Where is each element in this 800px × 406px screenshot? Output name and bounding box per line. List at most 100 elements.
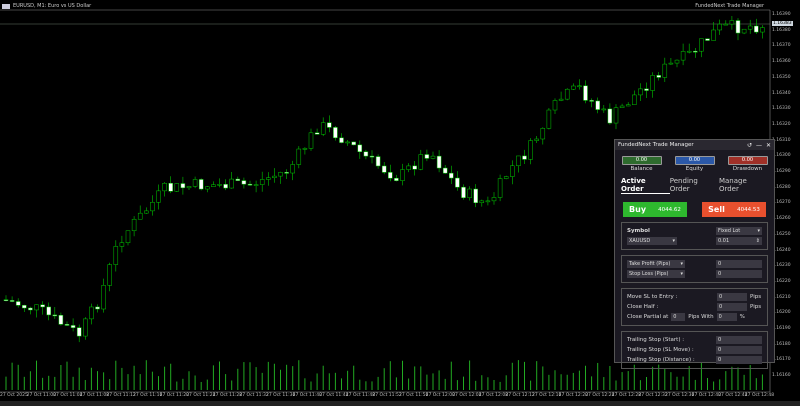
time-axis-label: 27 Oct 12:24	[585, 393, 615, 398]
candle-body	[546, 109, 552, 129]
candle-body	[52, 314, 58, 317]
candle-body	[247, 183, 253, 186]
candle-body	[485, 200, 491, 203]
price-axis-label: 1.16360	[772, 59, 791, 65]
take-profit-input[interactable]: 0	[716, 260, 762, 268]
time-axis-label: 27 Oct 11:00	[26, 393, 56, 398]
candle-body	[729, 20, 735, 25]
candle-body	[436, 155, 442, 169]
time-axis-label: 27 Oct 12:16	[532, 393, 562, 398]
sell-button[interactable]: Sell 4044.53	[702, 202, 766, 217]
trailing-start-input[interactable]: 0	[716, 336, 762, 344]
time-axis-label: 27 Oct 12:32	[638, 393, 668, 398]
candle-body	[619, 105, 625, 108]
time-axis-label: 27 Oct 12:28	[611, 393, 642, 398]
time-axis-label: 27 Oct 12:36	[665, 393, 695, 398]
pips-with-label: Pips With	[688, 314, 714, 320]
close-half-input[interactable]: 0	[717, 303, 747, 311]
tab-active-order[interactable]: Active Order	[621, 177, 670, 194]
candle-body	[131, 218, 137, 232]
equity-label: Equity	[685, 166, 704, 172]
stop-loss-mode-select[interactable]: Stop Loss (Pips) ▾	[627, 270, 685, 278]
candle-body	[95, 306, 100, 310]
candle-body	[601, 108, 607, 111]
candle-body	[741, 28, 747, 34]
price-axis-label: 1.16280	[772, 184, 791, 190]
trailing-sl-move-input[interactable]: 0	[716, 346, 762, 354]
candle-body	[418, 154, 424, 170]
close-partial-percent-input[interactable]: 0	[716, 313, 737, 321]
time-axis-label: 27 Oct 12:40	[691, 393, 721, 398]
buy-label: Buy	[629, 205, 647, 214]
sell-label: Sell	[708, 205, 725, 214]
candle-body	[735, 20, 741, 34]
time-axis-label: 27 Oct 11:32	[239, 393, 269, 398]
time-axis-label: 27 Oct 11:08	[79, 393, 110, 398]
candle-body	[46, 306, 51, 316]
price-axis-label: 1.16180	[772, 341, 791, 347]
symbol-select[interactable]: XAUUSD ▾	[627, 237, 677, 245]
candle-body	[205, 186, 210, 190]
price-axis-label: 1.16390	[772, 12, 791, 17]
candle-body	[217, 184, 222, 186]
candle-body	[229, 178, 234, 189]
time-axis-label: 27 Oct 11:20	[159, 393, 189, 398]
tab-pending-order[interactable]: Pending Order	[669, 177, 698, 193]
move-sl-input[interactable]: 0	[717, 293, 747, 301]
candle-body	[595, 100, 600, 110]
candle-body	[522, 155, 527, 160]
close-icon[interactable]: ✕	[765, 141, 771, 149]
candle-body	[333, 127, 338, 139]
refresh-icon[interactable]: ↺	[746, 141, 752, 149]
candle-body	[638, 88, 643, 96]
time-axis-label: 27 Oct 12:04	[452, 393, 482, 398]
time-axis-label: 27 Oct 11:40	[292, 393, 322, 398]
price-axis-label: 1.16380	[772, 27, 791, 33]
time-axis-label: 27 Oct 12:00	[425, 393, 455, 398]
take-profit-mode-select[interactable]: Take Profit (Pips) ▾	[627, 260, 685, 268]
candle-body	[381, 165, 387, 173]
candle-body	[534, 138, 539, 141]
candle-body	[296, 148, 302, 165]
candle-body	[357, 144, 363, 152]
time-axis-label: 27 Oct 2025	[0, 393, 28, 398]
pips-unit: Pips	[750, 294, 762, 300]
candle-body	[589, 100, 594, 102]
candle-body	[680, 51, 686, 61]
lot-size-stepper[interactable]: 0.01 ⇕	[716, 237, 762, 245]
candle-body	[491, 197, 497, 202]
candle-body	[9, 300, 15, 302]
close-partial-pips-input[interactable]: 0	[671, 313, 686, 321]
tab-manage-order[interactable]: Manage Order	[718, 177, 747, 193]
candle-body	[674, 59, 680, 64]
candle-body	[363, 151, 369, 157]
price-axis-label: 1.16190	[772, 326, 791, 331]
candle-body	[308, 132, 314, 149]
panel-titlebar[interactable]: FundedNext Trade Manager ↺ — ✕	[615, 140, 774, 150]
trailing-distance-input[interactable]: 0	[716, 356, 762, 364]
lot-mode-select[interactable]: Fixed Lot ▾	[716, 227, 762, 235]
time-axis-label: 27 Oct 11:04	[53, 393, 83, 398]
candle-body	[119, 242, 125, 247]
candle-body	[253, 184, 259, 186]
minimize-icon[interactable]: —	[755, 141, 762, 149]
candle-body	[449, 172, 454, 179]
buy-button[interactable]: Buy 4044.62	[623, 202, 687, 217]
buy-price: 4044.62	[658, 206, 681, 213]
time-axis-label: 27 Oct 12:08	[478, 393, 509, 398]
time-axis-label: 27 Oct 11:56	[399, 393, 429, 398]
candle-body	[705, 38, 710, 41]
candle-body	[632, 94, 637, 105]
stop-loss-input[interactable]: 0	[716, 270, 762, 278]
candle-body	[686, 50, 692, 53]
close-half-label: Close Half :	[627, 304, 659, 310]
candle-body	[320, 122, 326, 135]
chevron-down-icon: ▾	[680, 271, 683, 277]
price-axis-label: 1.16240	[772, 247, 791, 253]
candle-body	[564, 88, 570, 100]
time-axis-label: 27 Oct 11:24	[186, 393, 216, 398]
candle-body	[754, 25, 759, 33]
time-axis-label: 27 Oct 12:20	[558, 393, 588, 398]
trailing-start-label: Trailing Stop (Start) :	[627, 337, 685, 343]
